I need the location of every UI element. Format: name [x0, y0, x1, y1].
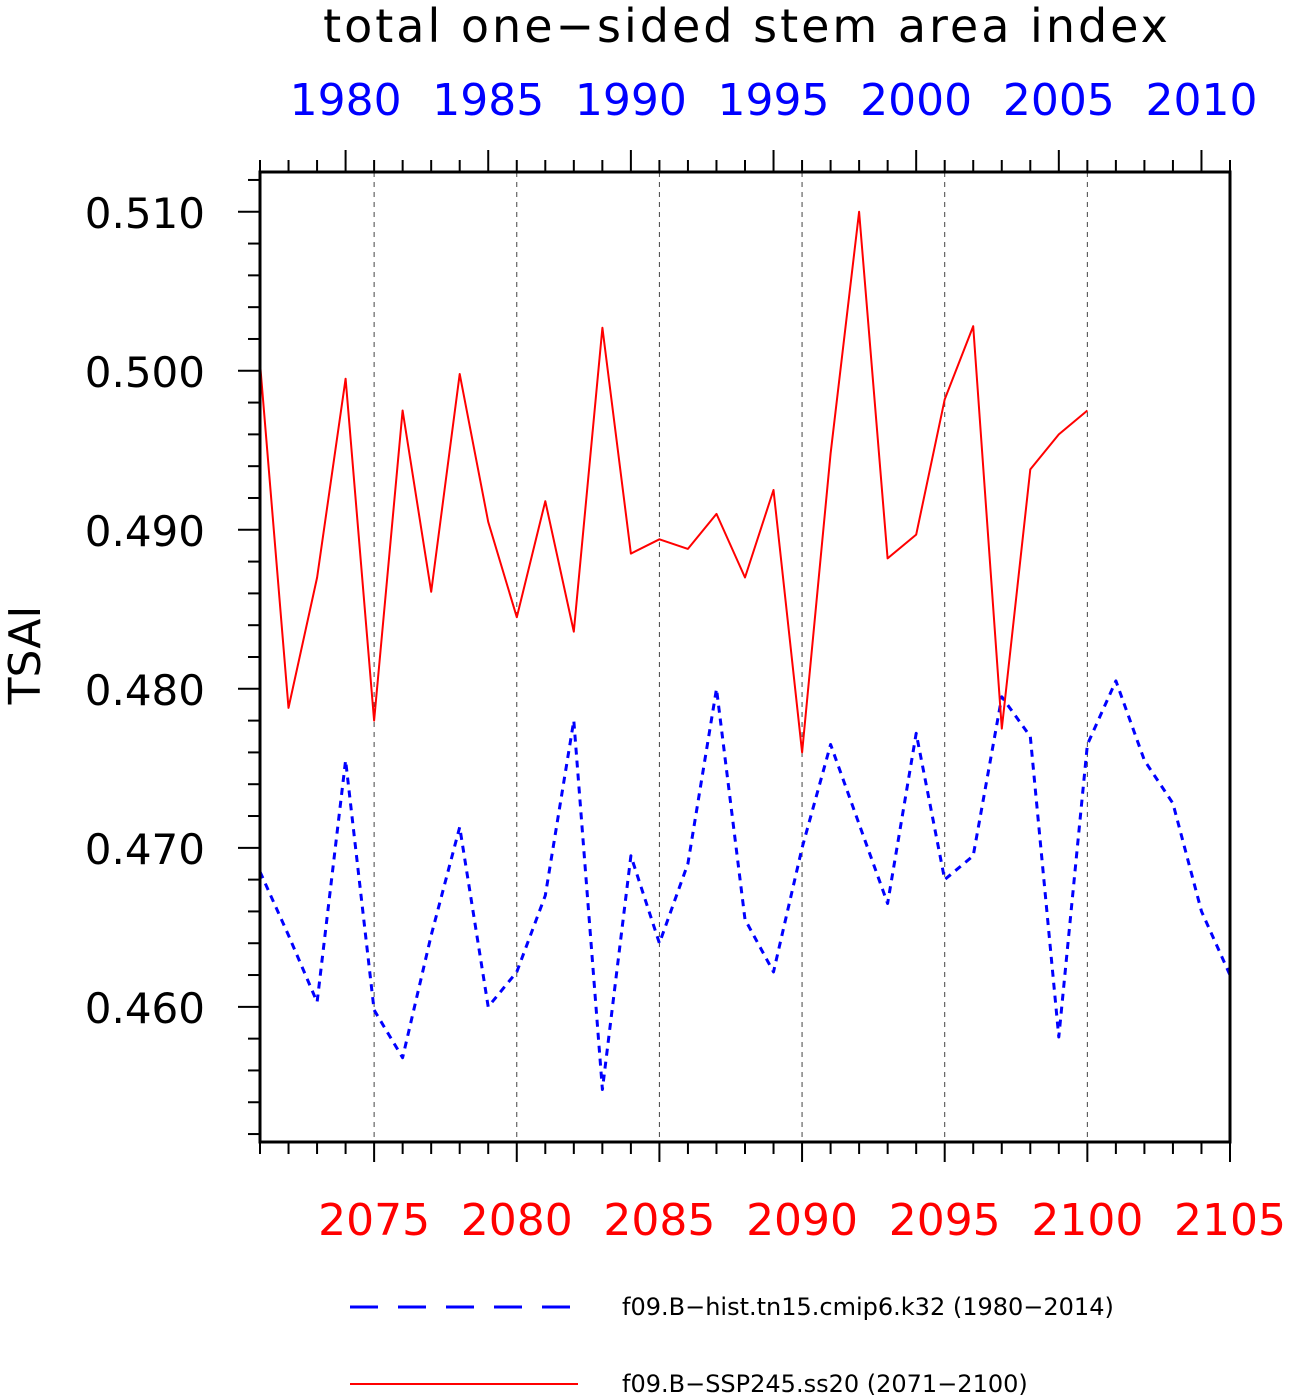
tick-labels: 0.460 0.470 0.480 0.490 0.500 0.510 2075 2080 20…: [85, 75, 1286, 1246]
series-layer: [258, 210, 1232, 1091]
x-bottom-tick-label: 2100: [1031, 1195, 1143, 1246]
y-axis-label: TSAI: [0, 606, 51, 706]
x-bottom-tick-label: 2080: [461, 1195, 573, 1246]
legend-label-1: f09.B−SSP245.ss20 (2071−2100): [622, 1370, 1028, 1398]
x-top-tick-label: 1990: [575, 75, 687, 126]
y-tick-label: 0.500: [85, 348, 205, 397]
x-bottom-tick-label: 2105: [1174, 1195, 1286, 1246]
x-top-tick-label: 2000: [860, 75, 972, 126]
x-top-tick-label: 2010: [1145, 75, 1257, 126]
y-tick-label: 0.490: [85, 507, 205, 556]
x-bottom-tick-label: 2075: [318, 1195, 430, 1246]
x-top-tick-label: 1995: [718, 75, 830, 126]
series-line-1: [259, 210, 1089, 754]
y-tick-label: 0.470: [85, 825, 205, 874]
legend: f09.B−hist.tn15.cmip6.k32 (1980−2014) f09…: [350, 1293, 1114, 1398]
legend-label-0: f09.B−hist.tn15.cmip6.k32 (1980−2014): [622, 1293, 1114, 1321]
y-tick-label: 0.480: [85, 666, 205, 715]
x-top-tick-label: 2005: [1003, 75, 1115, 126]
x-top-tick-label: 1985: [432, 75, 544, 126]
x-top-tick-label: 1980: [290, 75, 402, 126]
x-bottom-tick-label: 2090: [746, 1195, 858, 1246]
x-bottom-tick-label: 2095: [889, 1195, 1001, 1246]
plot-frame: [258, 170, 1232, 1144]
grid-lines: [373, 172, 1088, 1142]
x-bottom-tick-label: 2085: [603, 1195, 715, 1246]
series-line-0: [258, 679, 1232, 1091]
axis-ticks: [238, 150, 1231, 1162]
y-tick-label: 0.510: [85, 189, 205, 238]
y-tick-label: 0.460: [85, 984, 205, 1033]
chart-title: total one−sided stem area index: [323, 0, 1171, 53]
